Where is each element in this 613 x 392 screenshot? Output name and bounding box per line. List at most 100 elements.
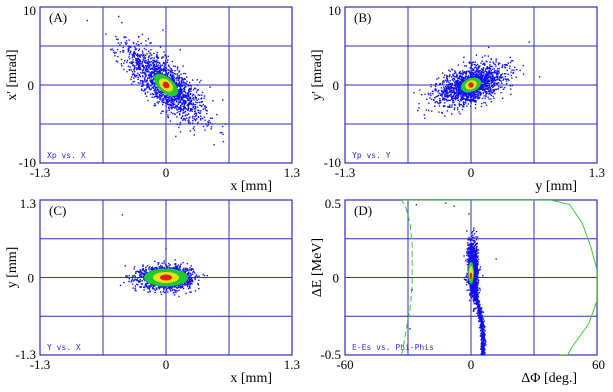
particle-point (122, 52, 123, 53)
particle-point (443, 105, 444, 106)
particle-point (435, 90, 436, 91)
particle-point (445, 98, 446, 99)
particle-point (185, 100, 186, 101)
particle-point (202, 118, 203, 119)
particle-point (129, 54, 130, 55)
particle-point (133, 78, 134, 79)
particle-point (186, 97, 187, 98)
particle-point (206, 106, 207, 107)
particle-point (166, 67, 167, 68)
particle-point (188, 120, 189, 121)
particle-point (175, 286, 176, 287)
particle-point (142, 52, 143, 53)
particle-point (190, 93, 191, 94)
particle-point (468, 95, 469, 96)
particle-point (123, 69, 124, 70)
particle-point (187, 263, 188, 264)
particle-point (432, 93, 433, 94)
particle-point (475, 76, 476, 77)
particle-point (157, 55, 158, 56)
particle-point (187, 273, 188, 274)
particle-point (200, 80, 201, 81)
particle-point (448, 76, 449, 77)
particle-point (465, 99, 466, 100)
particle-point (472, 72, 473, 73)
particle-point (428, 110, 429, 111)
particle-point (143, 57, 144, 58)
particle-point (442, 72, 443, 73)
particle-point (146, 71, 147, 72)
particle-point (506, 80, 507, 81)
particle-point (167, 74, 168, 75)
particle-point (178, 296, 179, 297)
particle-point (146, 283, 147, 284)
particle-point (177, 98, 178, 99)
particle-point (185, 102, 186, 103)
particle-point (172, 267, 173, 268)
x-tick-label: 0 (163, 165, 170, 180)
particle-point (179, 107, 180, 108)
particle-point (178, 111, 179, 112)
particle-point (437, 91, 438, 92)
particle-point (207, 110, 208, 111)
particle-point (462, 106, 463, 107)
particle-point (494, 83, 495, 84)
particle-point (489, 88, 490, 89)
particle-point (163, 291, 164, 292)
particle-point (485, 69, 486, 70)
particle-point (205, 108, 206, 109)
particle-point (211, 118, 212, 119)
particle-point (145, 65, 146, 66)
particle-point (177, 69, 178, 70)
particle-point (475, 61, 476, 62)
particle-point (196, 100, 197, 101)
particle-point (136, 63, 137, 64)
particle-point (216, 114, 217, 115)
particle-point (486, 91, 487, 92)
particle-point (160, 291, 161, 292)
particle-point (504, 64, 505, 65)
particle-point (462, 70, 463, 71)
particle-point (419, 89, 420, 90)
particle-point (138, 68, 139, 69)
particle-point (142, 66, 143, 67)
particle-point (470, 73, 471, 74)
particle-point (145, 267, 146, 268)
particle-point (163, 289, 164, 290)
particle-point (113, 50, 114, 51)
particle-point (159, 68, 160, 69)
particle-point (159, 97, 160, 98)
particle-point (443, 77, 444, 78)
particle-point (501, 86, 502, 87)
particle-point (166, 289, 167, 290)
particle-point (130, 79, 131, 80)
particle-point (161, 72, 162, 73)
particle-point (139, 60, 140, 61)
particle-point (199, 95, 200, 96)
particle-point (470, 98, 471, 99)
particle-point (439, 100, 440, 101)
particle-point (489, 68, 490, 69)
particle-point (138, 271, 139, 272)
particle-point (179, 124, 180, 125)
particle-point (154, 292, 155, 293)
particle-point (164, 287, 165, 288)
particle-point (495, 64, 496, 65)
particle-point (196, 102, 197, 103)
particle-point (154, 103, 155, 104)
particle-point (499, 79, 500, 80)
particle-point (137, 77, 138, 78)
particle-point (183, 96, 184, 97)
particle-point (471, 65, 472, 66)
particle-point (197, 84, 198, 85)
particle-point (480, 86, 481, 87)
particle-point (437, 96, 438, 97)
particle-point (140, 54, 141, 55)
particle-point (189, 284, 190, 285)
particle-point (191, 101, 192, 102)
particle-point (158, 96, 159, 97)
particle-point (142, 266, 143, 267)
particle-point (493, 89, 494, 90)
particle-point (478, 95, 479, 96)
